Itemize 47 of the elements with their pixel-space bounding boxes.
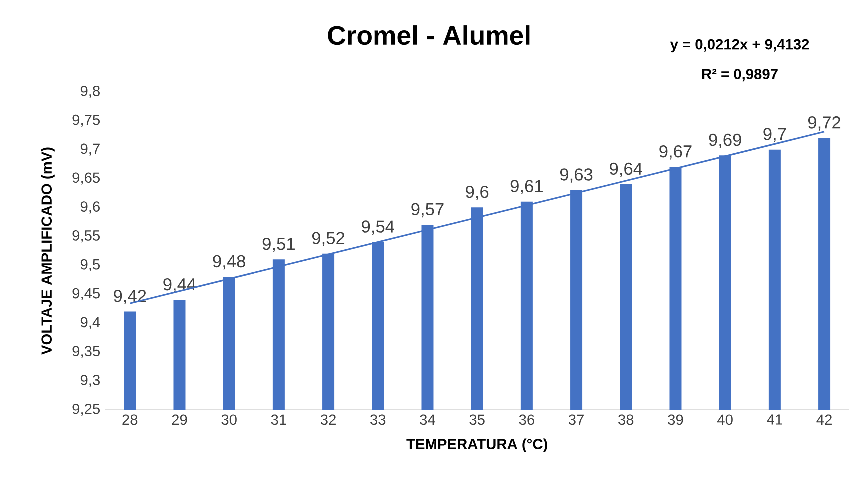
y-tick-label: 9,7 [80,144,100,156]
x-tick-label: 30 [222,414,237,426]
x-tick-label: 41 [767,414,782,425]
x-tick-label: 40 [718,414,733,426]
y-tick-label: 9,55 [72,230,100,243]
x-tick-label: 29 [172,414,188,426]
data-label: 9,64 [610,162,642,178]
y-tick-label: 9,75 [72,114,100,127]
data-label: 9,69 [709,134,742,148]
x-tick-label: 28 [122,414,138,426]
y-tick-label: 9,35 [72,346,100,358]
data-label: 9,67 [660,145,692,160]
x-tick-label: 32 [320,414,336,426]
data-label: 9,6 [466,186,489,200]
x-tick-label: 38 [618,414,634,426]
y-tick-label: 9,3 [80,375,100,388]
y-tick-label: 9,65 [72,172,100,185]
y-tick-label: 9,4 [80,317,100,330]
y-tick-label: 9,8 [80,86,100,98]
x-axis-title: TEMPERATURA (°C) [406,438,548,452]
y-tick-label: 9,45 [72,288,100,300]
y-tick-label: 9,5 [80,259,100,272]
x-tick-label: 35 [470,414,485,426]
y-tick-label: 9,25 [72,404,100,416]
x-tick-label: 37 [568,414,584,426]
data-label: 9,63 [560,168,593,183]
data-label: 9,42 [114,290,146,304]
x-tick-label: 36 [519,414,534,426]
text: R² = 0,9897 [702,69,778,82]
x-tick-label: 33 [370,414,386,426]
data-label: 9,7 [764,128,786,142]
data-label: 9,61 [510,180,543,194]
data-label: 9,54 [362,220,394,235]
data-label: 9,44 [164,278,196,293]
data-label: 9,51 [262,238,295,252]
x-tick-label: 42 [816,414,832,425]
x-tick-label: 39 [668,414,684,426]
data-label: 9,48 [213,255,246,270]
x-tick-label: 31 [271,414,286,426]
data-label: 9,52 [312,232,345,247]
text: y = 0,0212x + 9,4132 [670,39,810,53]
y-tick-label: 9,6 [80,202,100,214]
chart-title: Cromel - Alumel [328,26,530,46]
x-tick-label: 34 [420,414,436,426]
data-label: 9,57 [412,203,444,218]
data-label: 9,72 [808,116,841,131]
y-axis-title: VOLTAJE AMPLIFICADO (mV) [41,148,55,355]
